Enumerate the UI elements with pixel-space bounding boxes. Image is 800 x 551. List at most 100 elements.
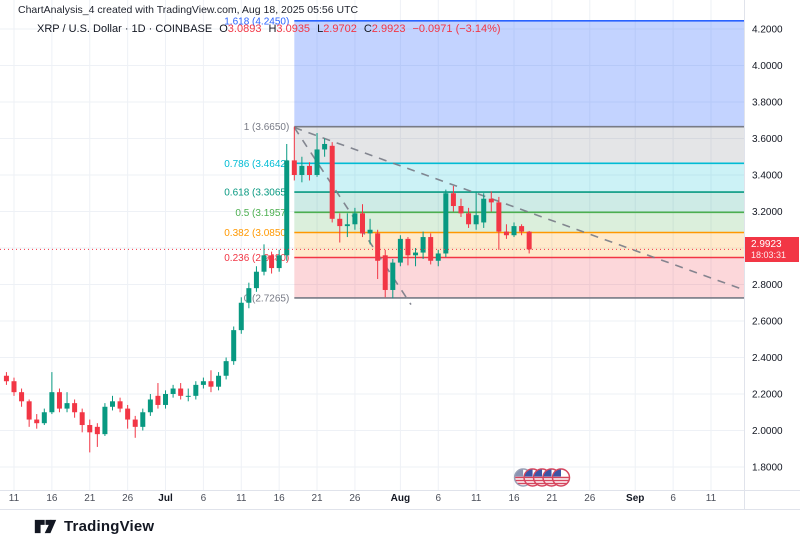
candle-jun-28 bbox=[140, 408, 146, 431]
fib-zone-0.786 bbox=[294, 163, 744, 193]
candle-jul-22 bbox=[322, 138, 328, 157]
candle-aug-9 bbox=[458, 198, 464, 217]
fib-retracement[interactable]: 1.618 (4.2450) 1 (3.6650) 0.786 (3.4642) 0.… bbox=[224, 16, 744, 304]
trendline-1[interactable] bbox=[294, 126, 745, 291]
price-axis-label: 2.0000 bbox=[752, 426, 783, 437]
candle-jul-31 bbox=[390, 258, 396, 299]
time-axis-label-11: 11 bbox=[706, 493, 717, 504]
bar-close-countdown: 18:03:31 bbox=[751, 250, 787, 260]
candle-aug-18 bbox=[526, 230, 532, 254]
candle-jul-9 bbox=[223, 357, 229, 380]
attribution-text: ChartAnalysis_4 created with TradingView… bbox=[18, 4, 359, 16]
time-axis-label-26: 26 bbox=[349, 493, 361, 504]
symbol-title[interactable]: XRP / U.S. Dollar · 1D · COINBASE bbox=[37, 23, 213, 35]
candle-jul-6 bbox=[200, 377, 206, 389]
candle-aug-3 bbox=[413, 248, 419, 267]
candle-jul-20 bbox=[306, 162, 312, 181]
candle-jul-13 bbox=[253, 266, 259, 292]
candle-jun-27 bbox=[132, 415, 138, 438]
time-axis-label-21: 21 bbox=[84, 493, 96, 504]
candle-jul-12 bbox=[246, 282, 252, 309]
fib-label-0: 0 (2.7265) bbox=[244, 293, 290, 304]
time-axis-label-6: 6 bbox=[201, 493, 207, 504]
candle-aug-4 bbox=[420, 231, 426, 259]
candle-jul-11 bbox=[238, 297, 244, 334]
candle-aug-2 bbox=[405, 237, 411, 266]
candle-jul-16 bbox=[276, 249, 282, 272]
candle-aug-8 bbox=[450, 185, 456, 212]
candle-jul-23 bbox=[329, 142, 335, 223]
candle-jul-10 bbox=[231, 326, 237, 365]
candle-jul-17 bbox=[284, 143, 290, 261]
time-axis-label-aug: Aug bbox=[391, 493, 410, 504]
fib-zone-0.618 bbox=[294, 192, 744, 213]
candle-jul-19 bbox=[299, 156, 305, 183]
fib-label-0.786: 0.786 (3.4642) bbox=[224, 159, 289, 170]
candle-aug-15 bbox=[503, 224, 509, 239]
candle-aug-1 bbox=[397, 235, 403, 267]
candles bbox=[3, 126, 532, 453]
us-flag-event-icon[interactable] bbox=[551, 468, 571, 487]
candle-jul-24 bbox=[337, 213, 343, 243]
candle-aug-10 bbox=[466, 207, 472, 228]
price-axis-label: 4.2000 bbox=[752, 25, 783, 36]
fib-zone-0.382 bbox=[294, 232, 744, 258]
price-axis[interactable]: 4.20004.00003.80003.60003.40003.20003.00… bbox=[752, 25, 783, 474]
fib-label-1.618: 1.618 (4.2450) bbox=[224, 16, 289, 27]
candle-jul-28 bbox=[367, 218, 373, 245]
candle-aug-13 bbox=[488, 191, 494, 212]
candle-jun-11 bbox=[11, 377, 17, 396]
price-axis-label: 3.8000 bbox=[752, 98, 783, 109]
candle-jun-23 bbox=[102, 403, 108, 436]
fib-label-0.382: 0.382 (3.0850) bbox=[224, 228, 289, 239]
price-axis-label: 1.8000 bbox=[752, 463, 783, 474]
time-axis-label-16: 16 bbox=[508, 493, 520, 504]
candle-jul-8 bbox=[216, 372, 222, 391]
candle-jun-16 bbox=[49, 372, 55, 415]
candle-jul-21 bbox=[314, 133, 320, 177]
tradingview-logo[interactable]: TradingView bbox=[34, 518, 154, 535]
candle-jun-20 bbox=[79, 408, 85, 433]
fib-zone-0.5 bbox=[294, 212, 744, 233]
candle-jun-14 bbox=[34, 414, 40, 429]
ohlc-high: H3.0935 bbox=[268, 23, 311, 35]
candle-jul-5 bbox=[193, 381, 199, 400]
fib-zone-0.236 bbox=[294, 257, 744, 298]
candle-jun-18 bbox=[64, 392, 70, 413]
current-price-value: 2.9923 bbox=[751, 239, 782, 250]
time-axis-label-21: 21 bbox=[546, 493, 558, 504]
time-axis-label-11: 11 bbox=[471, 493, 482, 504]
candle-jun-17 bbox=[56, 388, 62, 413]
ohlc-close: C2.9923 bbox=[363, 23, 406, 35]
price-change: −0.0971 (−3.14%) bbox=[412, 23, 501, 35]
time-axis-label-16: 16 bbox=[274, 493, 286, 504]
fib-label-0.236: 0.236 (2.9480) bbox=[224, 253, 289, 264]
candle-jul-15 bbox=[269, 251, 275, 274]
fib-label-0.5: 0.5 (3.1957) bbox=[235, 208, 289, 219]
time-axis-label-26: 26 bbox=[122, 493, 134, 504]
time-axis-label-26: 26 bbox=[584, 493, 596, 504]
time-axis-label-6: 6 bbox=[670, 493, 676, 504]
time-axis-label-11: 11 bbox=[9, 493, 20, 504]
candle-jun-26 bbox=[125, 404, 131, 429]
price-axis-label: 3.6000 bbox=[752, 134, 783, 145]
time-axis[interactable]: 11 16 21 26 Jul 6 11 16 21 26 Aug 6 11 16 21 26 Sep 6 11 bbox=[9, 493, 717, 504]
time-axis-label-jul: Jul bbox=[158, 493, 173, 504]
candle-aug-16 bbox=[511, 222, 517, 238]
candle-jun-25 bbox=[117, 397, 123, 413]
ohlc-open: O3.0893 bbox=[219, 23, 262, 35]
candle-jun-21 bbox=[87, 419, 93, 453]
symbol-legend[interactable]: XRP / U.S. Dollar · 1D · COINBASE O3.089… bbox=[37, 23, 501, 35]
current-price-badge: 2.9923 18:03:31 bbox=[745, 237, 799, 262]
fib-zone-1.618 bbox=[294, 20, 744, 127]
candle-jun-30 bbox=[155, 383, 161, 409]
candle-jul-7 bbox=[208, 370, 214, 393]
candle-jul-25 bbox=[344, 213, 350, 238]
candle-jun-22 bbox=[94, 423, 100, 447]
fib-label-1: 1 (3.6650) bbox=[244, 122, 290, 133]
economic-event-flag-icons[interactable] bbox=[513, 468, 571, 487]
price-axis-label: 2.4000 bbox=[752, 353, 783, 364]
candle-jun-19 bbox=[72, 399, 78, 418]
